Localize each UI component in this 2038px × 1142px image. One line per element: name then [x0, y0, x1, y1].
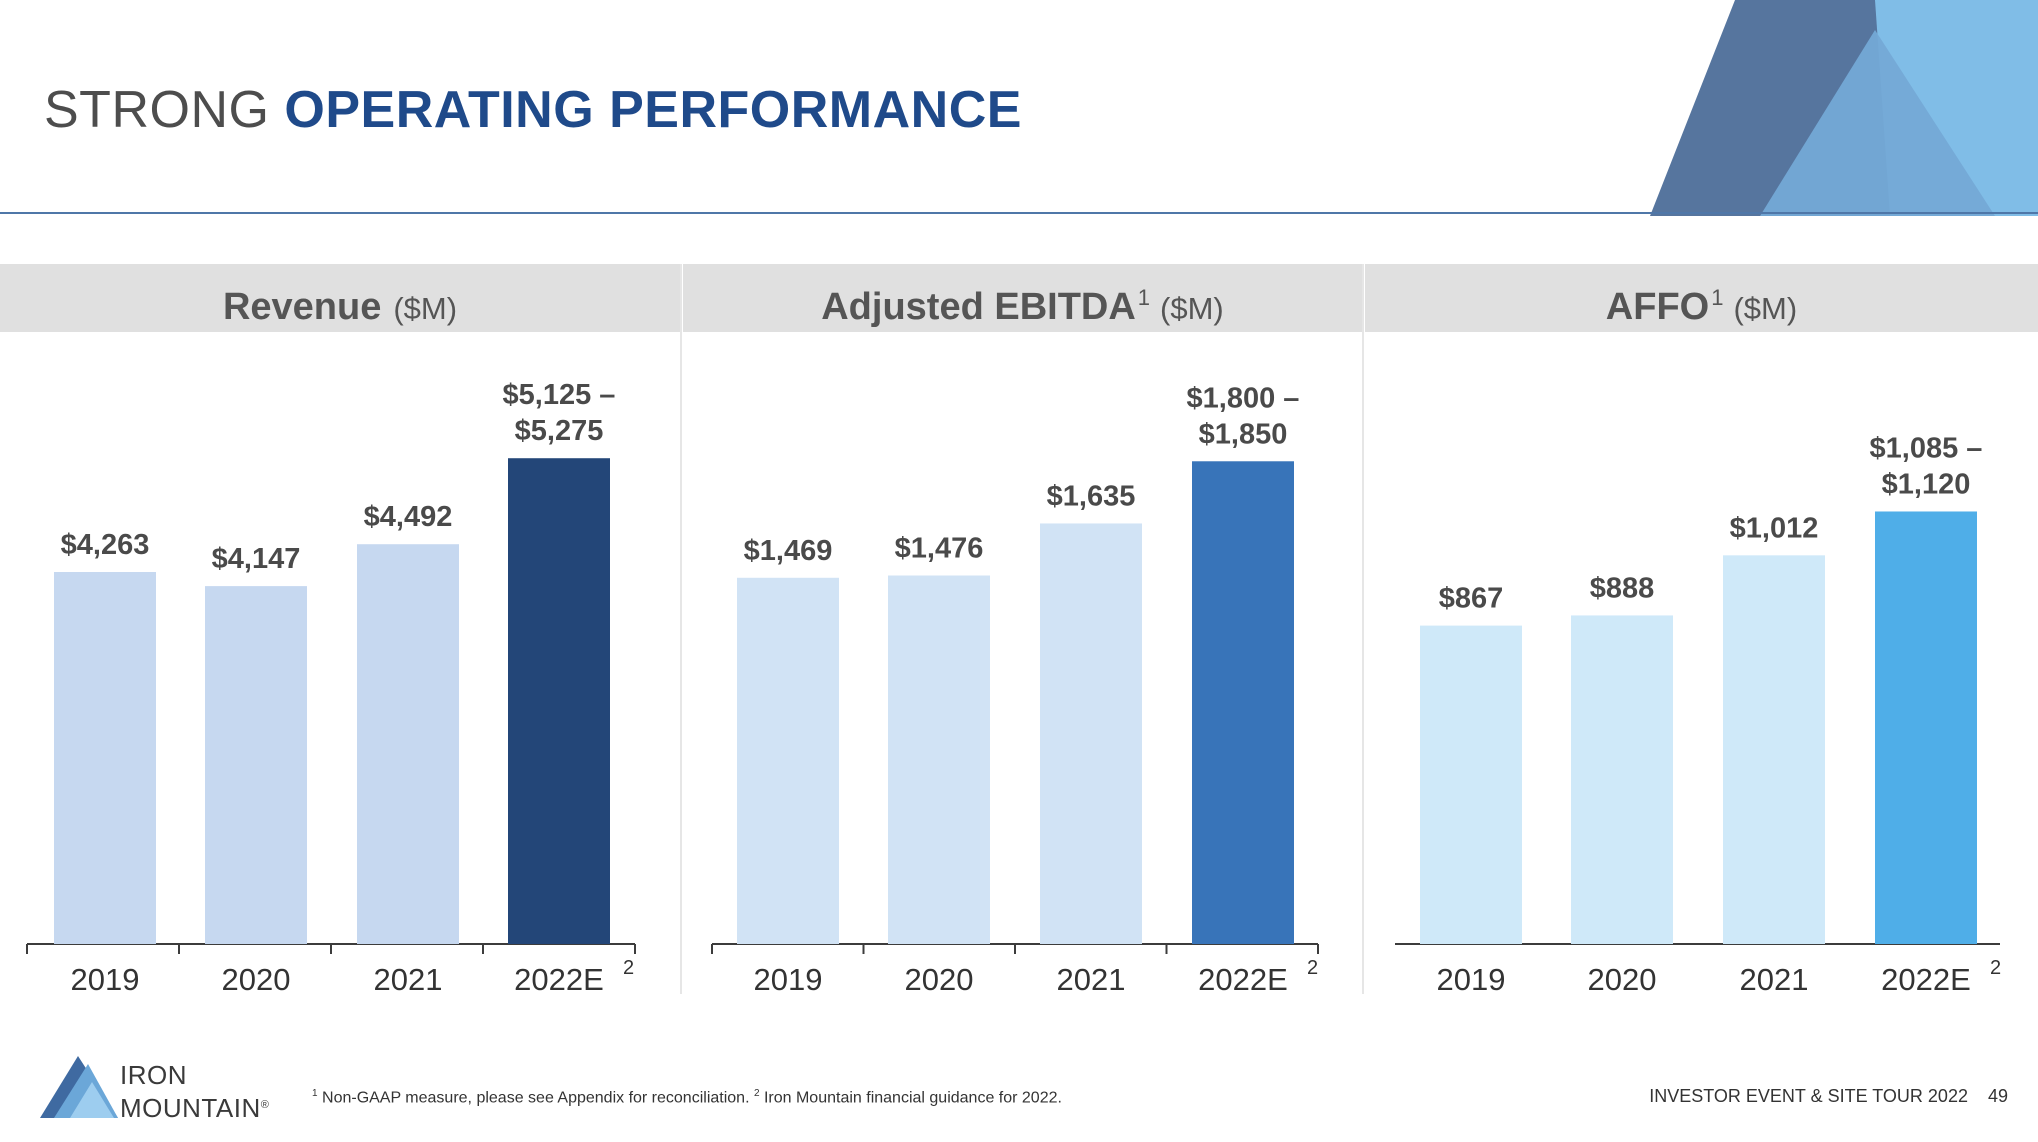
category-label: 2022E — [514, 962, 604, 997]
category-label: 2021 — [374, 962, 443, 997]
logo-line1: IRON — [120, 1060, 187, 1090]
category-label: 2022E — [1198, 962, 1288, 997]
page-title: STRONG OPERATING PERFORMANCE — [44, 80, 1022, 140]
panel-header-revenue: Revenue ($M) — [0, 264, 680, 332]
category-label: 2021 — [1740, 962, 1809, 997]
event-name: INVESTOR EVENT & SITE TOUR 2022 — [1649, 1086, 1968, 1106]
data-label: $4,147 — [212, 543, 301, 575]
panel-title: Adjusted EBITDA — [821, 286, 1136, 328]
data-label: $1,085 – — [1870, 432, 1983, 464]
panel-title-sup: 1 — [1137, 285, 1151, 310]
logo-wordmark: IRON MOUNTAIN® — [120, 1060, 269, 1123]
panel-unit: ($M) — [1160, 291, 1224, 326]
bar — [737, 577, 839, 944]
footnote-marker: 1 — [312, 1088, 318, 1099]
data-label: $1,120 — [1882, 468, 1971, 500]
data-label: $4,492 — [364, 501, 453, 533]
header-divider — [0, 212, 2038, 214]
panel-unit: ($M) — [1733, 291, 1798, 326]
category-label: 2020 — [222, 962, 291, 997]
panel-title-sup: 1 — [1711, 285, 1724, 310]
data-label: $1,635 — [1047, 480, 1136, 512]
category-label: 2020 — [1588, 962, 1657, 997]
panel-header-affo: AFFO1 ($M) — [1365, 264, 2038, 332]
bar — [1040, 523, 1142, 944]
footer: INVESTOR EVENT & SITE TOUR 2022 49 — [1649, 1086, 2008, 1107]
bar — [508, 458, 610, 944]
bar — [1723, 555, 1825, 944]
category-label: 2019 — [754, 962, 823, 997]
data-label: $4,263 — [61, 529, 150, 561]
panel-header-ebitda: Adjusted EBITDA1 ($M) — [683, 264, 1362, 332]
bar — [205, 586, 307, 944]
bar — [54, 572, 156, 944]
bar — [888, 575, 990, 944]
category-footnote-marker: 2 — [1990, 957, 2001, 979]
footnote-text: Iron Mountain financial guidance for 202… — [759, 1089, 1062, 1107]
panel-title: Revenue — [222, 286, 382, 328]
footnote: 1 Non-GAAP measure, please see Appendix … — [312, 1088, 1062, 1107]
panel-separator — [680, 264, 682, 994]
title-light: STRONG — [44, 81, 270, 139]
category-footnote-marker: 2 — [623, 957, 634, 979]
panel-separator — [1362, 264, 1364, 994]
data-label: $1,850 — [1199, 418, 1288, 450]
bar — [1571, 615, 1673, 944]
category-footnote-marker: 2 — [1307, 957, 1318, 979]
data-label: $5,275 — [515, 415, 604, 447]
bar — [1875, 511, 1977, 944]
bar — [1420, 625, 1522, 944]
category-label: 2020 — [905, 962, 974, 997]
category-label: 2022E — [1881, 962, 1971, 997]
iron-mountain-logo-icon — [40, 1056, 118, 1118]
mountain-decoration — [1650, 0, 2038, 216]
data-label: $5,125 – — [503, 379, 616, 411]
logo-registered-mark: ® — [260, 1099, 270, 1111]
bar — [357, 544, 459, 944]
panel-unit: ($M) — [393, 291, 458, 326]
data-label: $867 — [1439, 583, 1504, 615]
title-bold: OPERATING PERFORMANCE — [284, 81, 1022, 139]
data-label: $1,476 — [895, 532, 984, 564]
footnote-text: Non-GAAP measure, please see Appendix fo… — [317, 1089, 754, 1107]
panel-title: AFFO — [1605, 286, 1710, 328]
category-label: 2019 — [71, 962, 140, 997]
logo-line2: MOUNTAIN — [120, 1093, 261, 1123]
data-label: $1,800 – — [1187, 382, 1300, 414]
category-label: 2019 — [1437, 962, 1506, 997]
footnote-marker: 2 — [753, 1088, 760, 1099]
page-number: 49 — [1987, 1086, 2008, 1106]
data-label: $888 — [1590, 572, 1655, 604]
data-label: $1,012 — [1730, 512, 1819, 544]
bar — [1192, 461, 1294, 944]
data-label: $1,469 — [744, 535, 833, 567]
category-label: 2021 — [1057, 962, 1126, 997]
